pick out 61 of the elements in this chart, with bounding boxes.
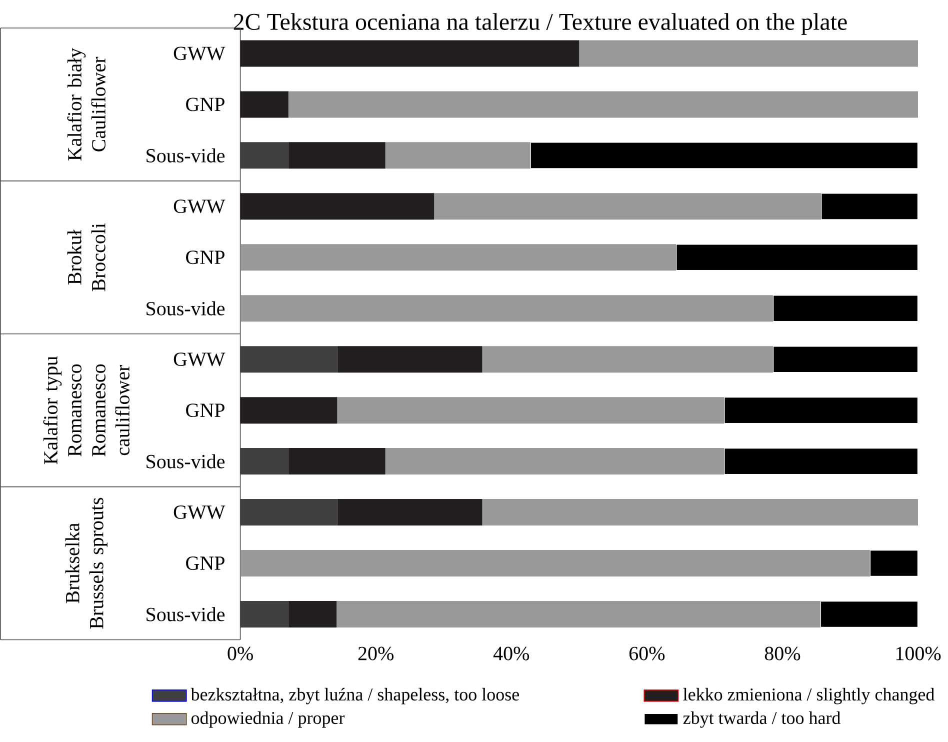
bar bbox=[434, 193, 822, 220]
bar bbox=[820, 192, 919, 220]
bar bbox=[530, 142, 919, 170]
text: Cauliflower bbox=[91, 57, 106, 152]
y-tick-label: GWW bbox=[174, 352, 226, 366]
bar bbox=[288, 91, 918, 118]
bar bbox=[288, 448, 386, 475]
bar bbox=[724, 448, 919, 476]
bar bbox=[240, 295, 773, 322]
bar bbox=[482, 499, 918, 526]
bar bbox=[240, 550, 870, 577]
text: Kalafior biały bbox=[67, 48, 86, 161]
bar bbox=[772, 294, 919, 322]
legend-label: bezkształtna, zbyt luźna / shapeless, too loose bbox=[190, 688, 519, 704]
bar bbox=[337, 397, 724, 424]
bar bbox=[675, 244, 919, 272]
bar bbox=[240, 193, 434, 220]
bar bbox=[337, 499, 482, 526]
bar bbox=[336, 601, 820, 628]
bar bbox=[288, 142, 386, 169]
legend-label: lekko zmieniona / slightly changed bbox=[683, 688, 934, 704]
bar bbox=[385, 142, 530, 169]
x-tick-label: 100% bbox=[896, 646, 941, 660]
bar bbox=[240, 397, 338, 424]
bar bbox=[240, 40, 580, 67]
x-tick-label: 40% bbox=[493, 646, 530, 660]
y-tick-label: GWW bbox=[174, 506, 226, 520]
x-tick-label: 0% bbox=[228, 646, 253, 660]
bar bbox=[820, 600, 919, 628]
y-tick-label: Sous-vide bbox=[146, 454, 225, 468]
y-tick-label: GWW bbox=[174, 46, 226, 60]
text: Brukselka bbox=[65, 523, 80, 604]
y-tick-label: GWW bbox=[174, 200, 226, 214]
bar bbox=[288, 601, 337, 628]
text: Kalafior typu Romanesco bbox=[43, 356, 82, 464]
y-tick-label: Sous-vide bbox=[146, 148, 225, 163]
text: Romanesco cauliflower bbox=[92, 364, 130, 457]
bar bbox=[772, 346, 919, 374]
bar bbox=[240, 244, 676, 271]
y-tick-label: GNP bbox=[186, 98, 224, 112]
chart-title: 2C Tekstura oceniana na talerzu / Texture evaluated on the plate bbox=[234, 13, 847, 36]
legend-label: odpowiednia / proper bbox=[191, 712, 345, 728]
x-tick-label: 20% bbox=[358, 646, 394, 660]
bar bbox=[724, 396, 919, 424]
x-tick-label: 80% bbox=[764, 646, 800, 660]
y-tick-label: GNP bbox=[186, 404, 224, 418]
text: Broccoli bbox=[91, 223, 106, 292]
bar bbox=[240, 91, 288, 118]
bar bbox=[385, 448, 724, 475]
text: Brokuł bbox=[67, 230, 82, 285]
bar bbox=[337, 346, 482, 373]
y-tick-label: Sous-vide bbox=[146, 301, 225, 316]
text: Brussels sprouts bbox=[89, 498, 108, 629]
bar bbox=[579, 40, 918, 67]
legend-label: zbyt twarda / too hard bbox=[683, 712, 840, 728]
x-tick-label: 60% bbox=[629, 646, 665, 660]
y-tick-label: Sous-vide bbox=[146, 607, 225, 622]
y-tick-label: GNP bbox=[186, 250, 224, 264]
y-tick-label: GNP bbox=[186, 556, 224, 570]
bar bbox=[869, 550, 919, 578]
bar bbox=[482, 346, 773, 373]
